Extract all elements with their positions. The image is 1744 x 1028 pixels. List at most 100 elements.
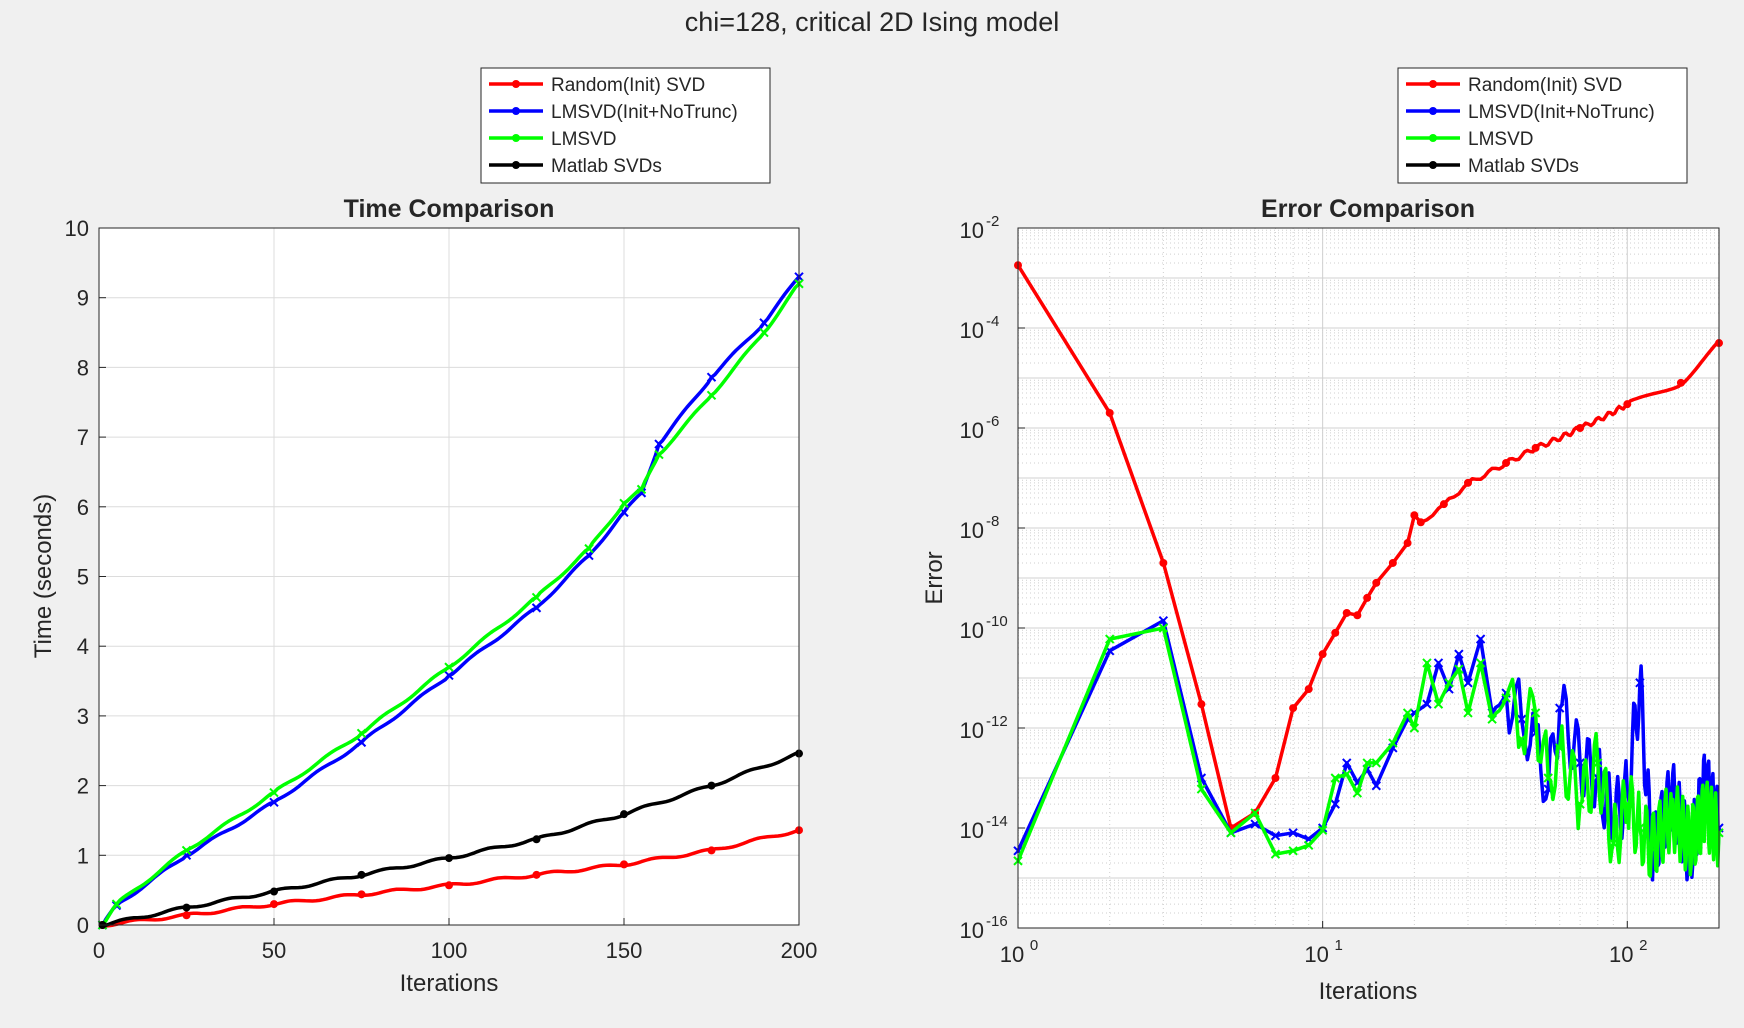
time-point [532,870,541,879]
error-legend-marker [1429,161,1437,169]
x-tick-exponent: 2 [1639,937,1647,954]
x-tick-label: 10 [1304,942,1328,967]
time-comparison-axes: 0 50 100 150 200 0 1 2 3 4 5 6 7 8 9 10 Time Comparison… [30,67,818,997]
error-point [1331,628,1340,637]
time-point [269,797,279,808]
time-point [636,484,647,495]
error-point [1530,708,1541,718]
error-point [1353,611,1362,620]
time-point [444,662,454,672]
error-point [1555,743,1565,753]
error-point [1330,799,1340,809]
error-point [1667,808,1677,818]
time-legend-label: LMSVD [551,129,616,150]
error-point [1502,458,1511,467]
time-point [706,390,717,400]
error-point [1288,846,1298,856]
error-axes-box [1017,227,1720,929]
time-y-axis-label: Time (seconds) [30,494,57,658]
error-point [1501,693,1511,703]
time-point [532,835,541,844]
error-point [1463,708,1473,718]
error-point [1159,558,1168,567]
y-tick-exponent: -12 [986,713,1008,730]
y-tick-label: 3 [77,704,89,729]
time-point [270,887,278,896]
error-y-axis-label: Error [921,551,948,604]
error-point [1402,708,1413,718]
error-point [1555,703,1565,713]
y-tick-exponent: -14 [986,813,1008,830]
time-point [654,449,664,460]
time-gridlines [98,227,800,926]
y-tick-label: 10 [960,818,984,843]
error-point [1422,658,1432,668]
time-point [270,900,278,909]
x-tick-label: 50 [262,938,286,963]
y-tick-label: 10 [960,618,984,643]
time-point [445,854,453,863]
time-point [356,728,367,739]
time-point [620,810,628,819]
time-point [619,498,629,509]
y-tick-label: 1 [77,843,89,868]
x-tick-label: 10 [1609,942,1633,967]
error-point [1635,823,1645,833]
time-legend-label: Matlab SVDs [551,156,662,177]
y-tick-exponent: -16 [986,913,1008,930]
error-point [1454,664,1464,674]
error-point [1576,424,1585,432]
time-point [357,890,366,899]
error-point [1317,825,1328,835]
y-tick-label: 8 [77,355,89,380]
error-point [1363,593,1372,602]
error-point [1250,808,1260,818]
error-point [1416,518,1425,527]
error-legend-label: Matlab SVDs [1468,156,1579,177]
error-point [1575,799,1585,809]
time-point [531,603,542,613]
x-tick-label: 100 [431,938,468,963]
error-point [1463,478,1472,487]
y-tick-exponent: -10 [986,613,1008,630]
error-point [1196,784,1207,794]
error-point [1410,511,1419,520]
time-point [444,670,454,681]
error-point [1105,634,1115,644]
error-legend-marker [1429,134,1437,142]
y-tick-exponent: -8 [986,513,999,530]
error-point [1635,678,1645,688]
time-legend: Random(Init) SVD LMSVD(Init+NoTrunc) LMSVD… [480,67,771,184]
error-point [1487,714,1497,724]
error-point [1409,723,1420,733]
error-series-group [1013,261,1724,882]
x-tick-label: 10 [1000,942,1024,967]
error-point [1362,758,1372,768]
error-point [1342,769,1352,779]
y-tick-label: 4 [77,634,89,659]
error-point [1444,678,1454,688]
y-tick-label: 10 [960,218,984,243]
error-legend-label: LMSVD(Init+NoTrunc) [1468,102,1655,123]
time-legend-marker [512,80,520,88]
time-point [269,787,279,798]
error-point [1271,774,1280,782]
error-point [1371,758,1381,768]
error-point [1304,840,1314,851]
error-point [1422,699,1432,709]
error-series-lmsvd [1013,623,1724,878]
time-series-matlab-svds [98,749,803,929]
error-gridlines [1017,228,1720,929]
time-point [111,899,122,909]
time-point [445,881,453,890]
time-point [759,327,769,338]
y-tick-label: 9 [77,286,89,311]
time-legend-marker [512,134,520,142]
error-point [1372,578,1381,587]
time-x-axis-label: Iterations [400,970,499,997]
error-point [1622,799,1632,809]
error-legend: Random(Init) SVD LMSVD(Init+NoTrunc) LMSVD… [1397,67,1688,184]
time-tick-labels: 0 50 100 150 200 0 1 2 3 4 5 6 7 8 9 10 [65,216,818,963]
